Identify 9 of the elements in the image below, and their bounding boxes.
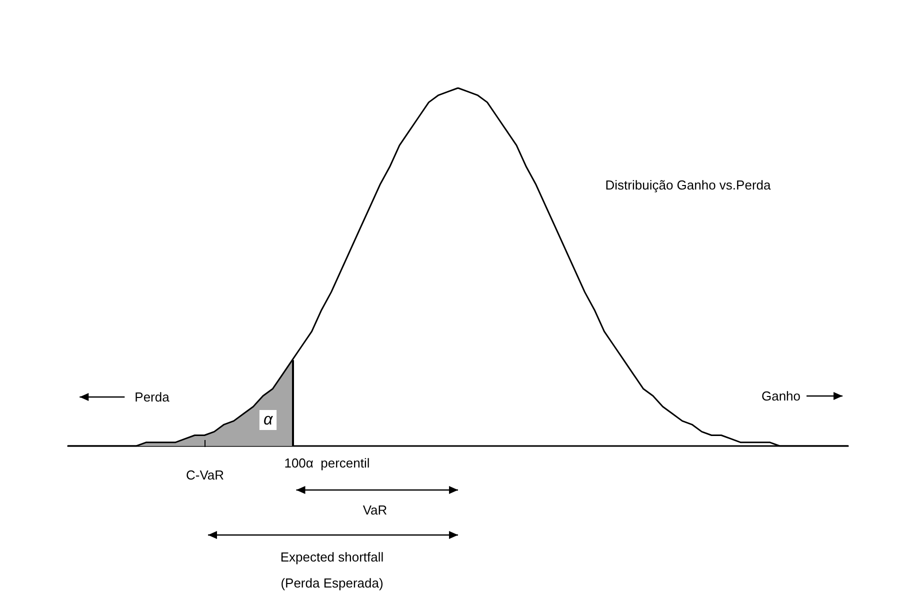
annotation: Distribuição Ganho vs.Perda (605, 178, 772, 192)
text: C-VaR (186, 468, 224, 482)
annotation: Ganho (761, 388, 801, 404)
text: (Perda Esperada) (280, 576, 384, 590)
annotation: Perda (134, 390, 170, 404)
text: 100α percentil (284, 456, 370, 470)
text: Expected shortfall (280, 550, 384, 564)
text: VaR (362, 502, 388, 518)
annotation: α (263, 412, 274, 428)
